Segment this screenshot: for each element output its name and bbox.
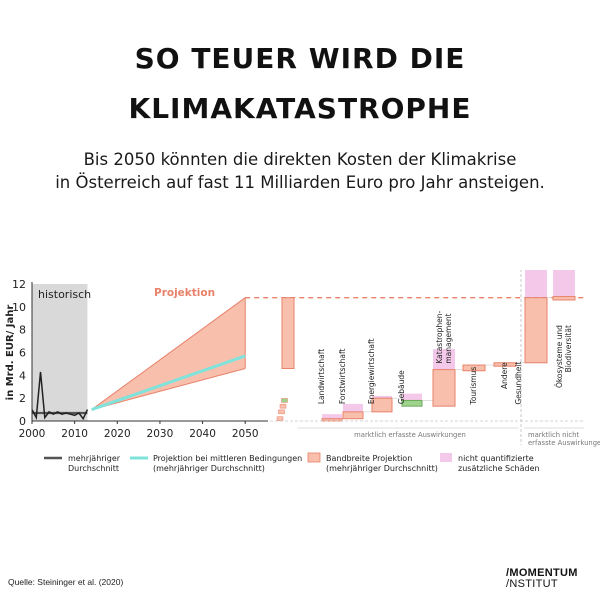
waterfall-step-marker <box>279 403 287 409</box>
x-tick-label: 2050 <box>232 428 259 440</box>
group-label-market: marktlich erfasste Auswirkungen <box>354 431 466 439</box>
source-note: Quelle: Steininger et al. (2020) <box>8 577 124 587</box>
waterfall-sector-bar-8 <box>552 296 576 301</box>
projection-band-lower <box>91 368 246 411</box>
waterfall-sector-bar-6 <box>493 362 517 367</box>
logo-line-1: /MOMENTUM <box>506 567 578 579</box>
sector-label-4: Katastrophen- <box>435 310 444 363</box>
waterfall-unquantified-8 <box>553 270 575 297</box>
x-tick-label: 2040 <box>189 428 216 440</box>
y-tick-label: 8 <box>19 324 26 337</box>
historic-shade <box>32 284 88 421</box>
sector-label-8: Ökosysteme und <box>555 325 564 388</box>
historic-annual-line <box>31 371 89 421</box>
waterfall-unquantified-7 <box>525 270 547 298</box>
projection-label: Projektion <box>154 287 215 299</box>
sector-label-8-b: Biodiversität <box>564 325 573 372</box>
momentum-institut-logo: /MOMENTUM /NSTITUT <box>506 568 578 590</box>
legend-label-historic-mean-1: mehrjähriger <box>68 454 121 463</box>
waterfall-step-marker <box>276 416 284 421</box>
x-tick-label: 2030 <box>147 428 174 440</box>
sector-label-3: Gebäude <box>397 370 406 404</box>
legend-label-band-2: (mehrjähriger Durchschnitt) <box>326 464 438 473</box>
sector-label-2: Energiewirtschaft <box>367 339 376 405</box>
group-label-nonmarket-1: marktlich nicht <box>528 431 579 439</box>
y-tick-label: 10 <box>12 301 26 314</box>
waterfall-unquantified-4 <box>433 349 455 370</box>
legend-label-mean-projection-1: Projektion bei mittleren Bedingungen <box>153 454 302 463</box>
sector-label-5: Tourismus <box>469 367 478 406</box>
y-tick-label: 0 <box>19 415 26 428</box>
headline: SO TEUER WIRD DIE KLIMAKATASTROPHE <box>0 34 600 134</box>
legend-label-band-1: Bandbreite Projektion <box>326 454 412 463</box>
legend-swatch-unquantified <box>440 453 452 462</box>
x-tick-label: 2010 <box>61 428 88 440</box>
cost-chart: historisch Projektion 0 2 4 6 8 10 12 2000 2010 202… <box>5 270 600 473</box>
waterfall-sector-bar-2 <box>371 397 393 413</box>
sector-label-7: Gesundheit <box>514 362 523 405</box>
sector-label-1: Forstwirtschaft <box>338 348 347 404</box>
waterfall-sector-bar-3 <box>401 399 423 407</box>
waterfall-sector-bar-1 <box>342 411 364 420</box>
headline-line-1: SO TEUER WIRD DIE <box>134 42 466 75</box>
y-tick-label: 4 <box>19 369 26 382</box>
waterfall-unquantified-0 <box>322 414 342 419</box>
y-tick-label: 6 <box>19 347 26 360</box>
y-tick-label: 12 <box>12 278 26 291</box>
waterfall-total-bar <box>281 297 295 369</box>
subtitle-line-1: Bis 2050 könnten die direkten Kosten der… <box>83 150 517 169</box>
legend-label-mean-projection-2: (mehrjähriger Durchschnitt) <box>153 464 265 473</box>
group-label-nonmarket-2: erfasste Auswirkungen <box>528 439 600 447</box>
waterfall-sector-bar-7 <box>524 297 548 364</box>
mean-projection-line <box>91 354 246 411</box>
waterfall-step-marker <box>281 398 288 403</box>
headline-line-2: KLIMAKATASTROPHE <box>128 92 472 125</box>
waterfall-unquantified-2 <box>372 395 392 399</box>
waterfall-sector-bar-4 <box>432 369 456 407</box>
subtitle: Bis 2050 könnten die direkten Kosten der… <box>0 148 600 194</box>
sector-label-0: Landwirtschaft <box>317 349 326 404</box>
historic-label: historisch <box>38 288 91 301</box>
waterfall-sector-bar-5 <box>462 364 486 372</box>
waterfall-unquantified-3 <box>402 393 422 401</box>
projection-band-upper <box>91 297 246 410</box>
legend-label-unquantified-2: zusätzliche Schäden <box>458 464 540 473</box>
x-tick-label: 2020 <box>104 428 131 440</box>
y-tick-label: 2 <box>19 392 26 405</box>
legend-label-historic-mean-2: Durchschnitt <box>68 464 119 473</box>
x-tick-label: 2000 <box>19 428 46 440</box>
sector-label-4-b: management <box>444 313 453 363</box>
waterfall-step-marker <box>278 409 285 415</box>
waterfall-unquantified-1 <box>343 403 363 412</box>
legend-swatch-band <box>307 452 321 463</box>
legend-label-unquantified-1: nicht quantifizierte <box>458 454 534 463</box>
y-axis-label: in Mrd. EUR/ Jahr <box>5 305 16 401</box>
logo-line-2: /NSTITUT <box>506 578 558 590</box>
sector-label-6: Andere <box>500 362 509 389</box>
subtitle-line-2: in Österreich auf fast 11 Milliarden Eur… <box>55 173 545 192</box>
